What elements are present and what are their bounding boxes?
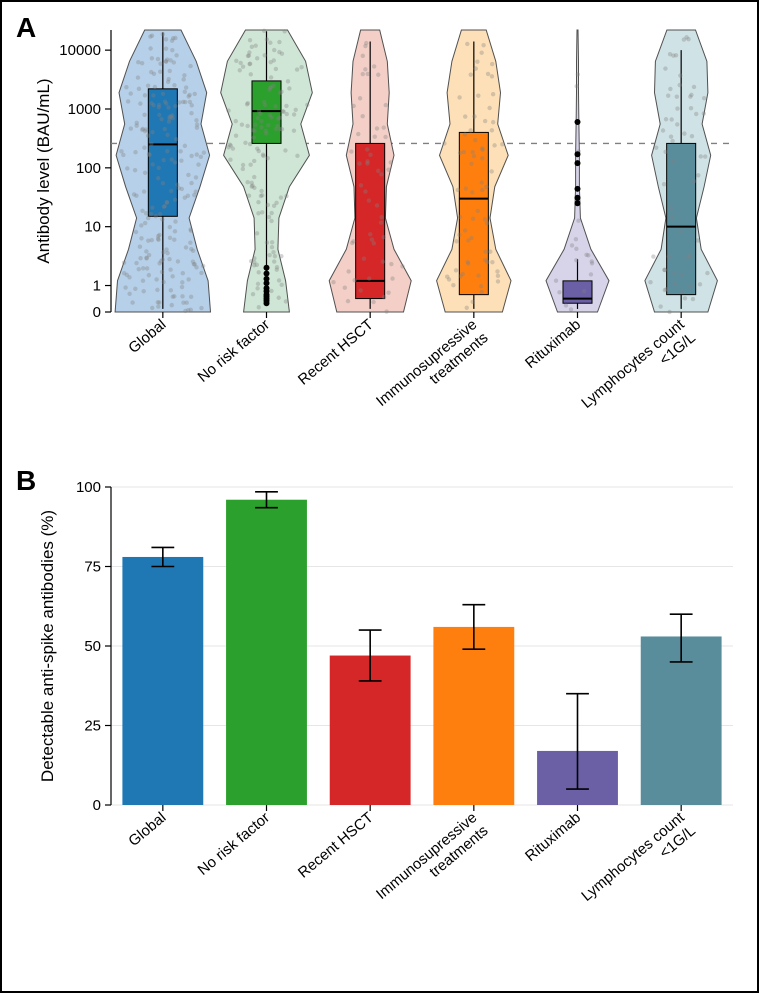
svg-text:Recent HSCT: Recent HSCT [295,809,377,882]
svg-text:No risk factor: No risk factor [194,316,273,386]
figure-container: A 0110100100010000Antibody level (BAU/mL… [0,0,759,993]
panel-b-label: B [16,465,36,497]
panel-a-chart: 0 1 10 100 1000 10000 Antibody level (BAU/mL) G… [16,12,747,457]
svg-text:Lymphocytes count<1G/L: Lymphocytes count<1G/L [578,809,699,918]
panel-a: A 0 1 10 100 1000 10000 Antibody level (BAU/mL… [16,12,743,457]
svg-text:10: 10 [84,219,101,236]
svg-text:Antibody level (BAU/mL): Antibody level (BAU/mL) [34,78,53,263]
panel-b-chart: 0 25 50 75 100 Detectable anti-spike antibodi… [16,465,747,965]
svg-text:Global: Global [125,316,169,357]
svg-text:Immunosupressivetreatments: Immunosupressivetreatments [373,809,491,916]
panel-a-label: A [16,12,36,44]
svg-text:Detectable anti-spike antibodi: Detectable anti-spike antibodies (%) [38,510,57,782]
svg-text:Rituximab: Rituximab [522,316,584,372]
svg-text:Rituximab: Rituximab [522,809,584,865]
svg-text:25: 25 [84,718,101,735]
svg-text:0: 0 [93,797,101,814]
svg-text:50: 50 [84,638,101,655]
svg-text:1: 1 [93,278,101,295]
svg-text:Global: Global [125,809,169,850]
svg-text:100: 100 [76,160,101,177]
svg-text:1000: 1000 [68,101,101,118]
svg-text:0: 0 [93,304,101,321]
svg-text:10000: 10000 [59,42,101,59]
panel-b: B 0 25 50 75 100 Detectable anti-spike antibo… [16,465,743,965]
svg-text:75: 75 [84,559,101,576]
svg-text:No risk factor: No risk factor [194,809,273,879]
svg-text:Immunosupressivetreatments: Immunosupressivetreatments [373,316,491,423]
svg-text:100: 100 [76,479,101,496]
svg-text:Lymphocytes count<1G/L: Lymphocytes count<1G/L [578,316,699,425]
svg-text:Recent HSCT: Recent HSCT [295,316,377,389]
